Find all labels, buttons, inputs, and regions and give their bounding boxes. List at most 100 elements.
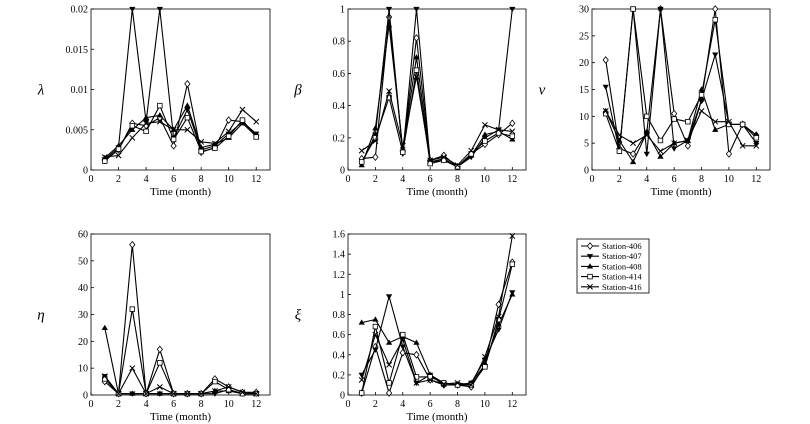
xi-data-point	[427, 376, 434, 383]
nu-data-point	[643, 132, 650, 139]
xi-data-point	[385, 294, 393, 300]
eta-data-point	[170, 390, 177, 397]
beta-data-point	[440, 154, 447, 161]
xi-data-point	[509, 261, 516, 267]
beta-series-station-414	[358, 67, 516, 170]
nu-xlabel: Time (month)	[650, 186, 711, 198]
xi-data-point	[413, 350, 420, 359]
xi-data-point	[481, 353, 488, 360]
nu-xtick-label: 2	[617, 174, 622, 185]
panel-nu: 0 2 4 6 8 10 12 0 5 10 15 20 25 30 Time (month) ν	[539, 5, 771, 198]
beta-data-point	[413, 34, 420, 42]
legend-label: Station-408	[602, 261, 642, 271]
lambda-data-point	[156, 6, 163, 13]
eta-data-point	[225, 383, 232, 390]
eta-data-point	[129, 365, 136, 372]
beta-ytick-label: 0.6	[333, 69, 346, 80]
beta-ytick-label: 0	[340, 166, 345, 177]
lambda-data-point	[156, 118, 163, 125]
beta-series-station-408	[358, 21, 516, 169]
lambda-data-point	[170, 126, 177, 133]
xi-xtick-label: 6	[428, 399, 433, 410]
beta-data-point	[509, 128, 516, 135]
lambda-data-point	[129, 123, 136, 129]
xi-series-line	[361, 264, 513, 394]
beta-data-point	[372, 138, 379, 144]
nu-data-point	[629, 150, 637, 158]
nu-data-point	[602, 84, 609, 91]
xi-xtick-label: 12	[507, 399, 517, 410]
xi-data-point	[358, 319, 365, 325]
lambda-xlabel: Time (month)	[150, 186, 211, 198]
nu-data-point	[753, 142, 760, 149]
nu-series-station-416	[602, 108, 760, 155]
xi-ytick-label: 1.4	[333, 250, 346, 261]
beta-series-line	[361, 17, 513, 168]
lambda-data-point	[225, 128, 232, 135]
xi-series-station-414	[358, 261, 516, 396]
nu-data-point	[671, 146, 678, 152]
eta-data-point	[239, 390, 246, 397]
lambda-data-point	[129, 134, 136, 141]
nu-data-point	[630, 6, 636, 12]
beta-data-point	[441, 157, 447, 164]
nu-data-point	[739, 121, 746, 128]
nu-ytick-label: 30	[579, 5, 589, 16]
xi-data-point	[386, 380, 392, 386]
nu-series-station-408	[602, 86, 760, 165]
xi-series-station-407	[358, 290, 516, 389]
eta-ytick-label: 50	[78, 256, 88, 267]
lambda-data-point	[170, 142, 177, 150]
nu-data-point	[712, 5, 719, 13]
eta-axes-box	[90, 233, 271, 396]
nu-data-point	[712, 126, 719, 132]
eta-ytick-label: 60	[78, 230, 88, 241]
xi-ylabel: ξ	[295, 308, 302, 324]
beta-ytick-label: 0.8	[333, 37, 346, 48]
eta-data-point	[143, 390, 150, 397]
eta-ytick-label: 40	[78, 283, 88, 294]
xi-data-point	[427, 374, 433, 380]
lambda-data-point	[211, 140, 218, 147]
eta-data-point	[239, 389, 246, 396]
beta-data-point	[372, 124, 379, 131]
nu-series-line	[605, 8, 757, 154]
nu-data-point	[643, 151, 650, 158]
nu-xtick-label: 10	[724, 174, 734, 185]
lambda-data-point	[102, 158, 108, 164]
beta-data-point	[454, 162, 461, 169]
lambda-data-point	[253, 118, 260, 125]
xi-data-point	[372, 316, 379, 322]
xi-ytick-label: 0	[340, 391, 345, 402]
lambda-xtick-label: 8	[199, 174, 204, 185]
beta-series-line	[361, 25, 513, 168]
eta-series-station-408	[101, 324, 260, 396]
xi-ytick-label: 0.6	[333, 330, 346, 341]
xi-data-point	[399, 336, 406, 343]
lambda-series-station-414	[102, 102, 259, 164]
xi-ytick-label: 0.4	[333, 350, 346, 361]
nu-data-point	[739, 142, 746, 149]
nu-data-point	[671, 109, 678, 118]
xi-ytick-label: 1	[340, 290, 345, 301]
beta-xlabel: Time (month)	[406, 186, 467, 198]
xi-data-point	[454, 379, 461, 386]
eta-xlabel: Time (month)	[150, 411, 211, 423]
nu-series-station-414	[602, 6, 760, 154]
lambda-data-point	[198, 148, 204, 155]
eta-series-line	[104, 309, 257, 396]
nu-data-point	[684, 137, 691, 144]
nu-data-point	[616, 148, 623, 154]
beta-data-point	[495, 130, 502, 136]
lambda-data-point	[170, 136, 177, 143]
nu-ytick-label: 0	[584, 166, 589, 177]
nu-data-point	[657, 153, 664, 159]
eta-series-station-416	[101, 365, 260, 397]
nu-series-line	[605, 87, 757, 164]
lambda-ytick-label: 0.015	[66, 45, 89, 56]
beta-xtick-label: 6	[428, 174, 433, 185]
xi-data-point	[509, 291, 516, 297]
lambda-data-point	[129, 6, 136, 13]
legend-marker	[587, 273, 593, 280]
nu-ytick-label: 20	[579, 58, 589, 69]
